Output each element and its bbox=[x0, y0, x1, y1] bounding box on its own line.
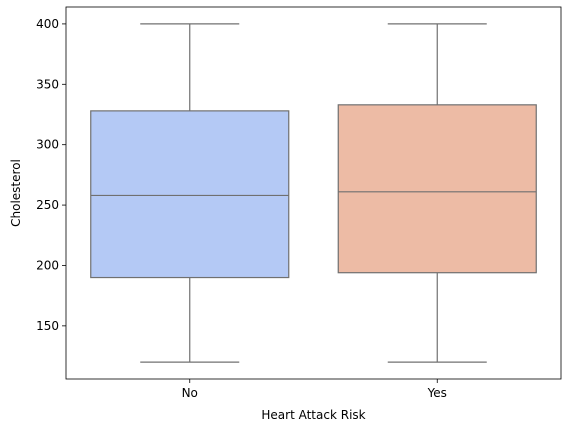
y-tick-label: 400 bbox=[36, 17, 59, 31]
y-axis-ticks: 150 200 250 300 350 400 bbox=[36, 17, 66, 333]
box-iqr bbox=[337, 104, 537, 274]
box-iqr bbox=[90, 110, 290, 279]
y-tick-label: 250 bbox=[36, 198, 59, 212]
y-tick-label: 150 bbox=[36, 319, 59, 333]
plot-frame bbox=[65, 6, 562, 380]
y-tick-label: 200 bbox=[36, 258, 59, 272]
y-tick-label: 300 bbox=[36, 138, 59, 152]
y-axis-label: Cholesterol bbox=[9, 159, 23, 227]
x-axis-label: Heart Attack Risk bbox=[261, 408, 365, 422]
x-axis-ticks: No Yes bbox=[182, 379, 447, 400]
plot-marks bbox=[90, 23, 537, 363]
box-group-no bbox=[90, 23, 290, 363]
x-tick-label: Yes bbox=[427, 386, 447, 400]
y-tick-label: 350 bbox=[36, 77, 59, 91]
x-tick-label: No bbox=[182, 386, 198, 400]
box-group-yes bbox=[337, 23, 537, 363]
